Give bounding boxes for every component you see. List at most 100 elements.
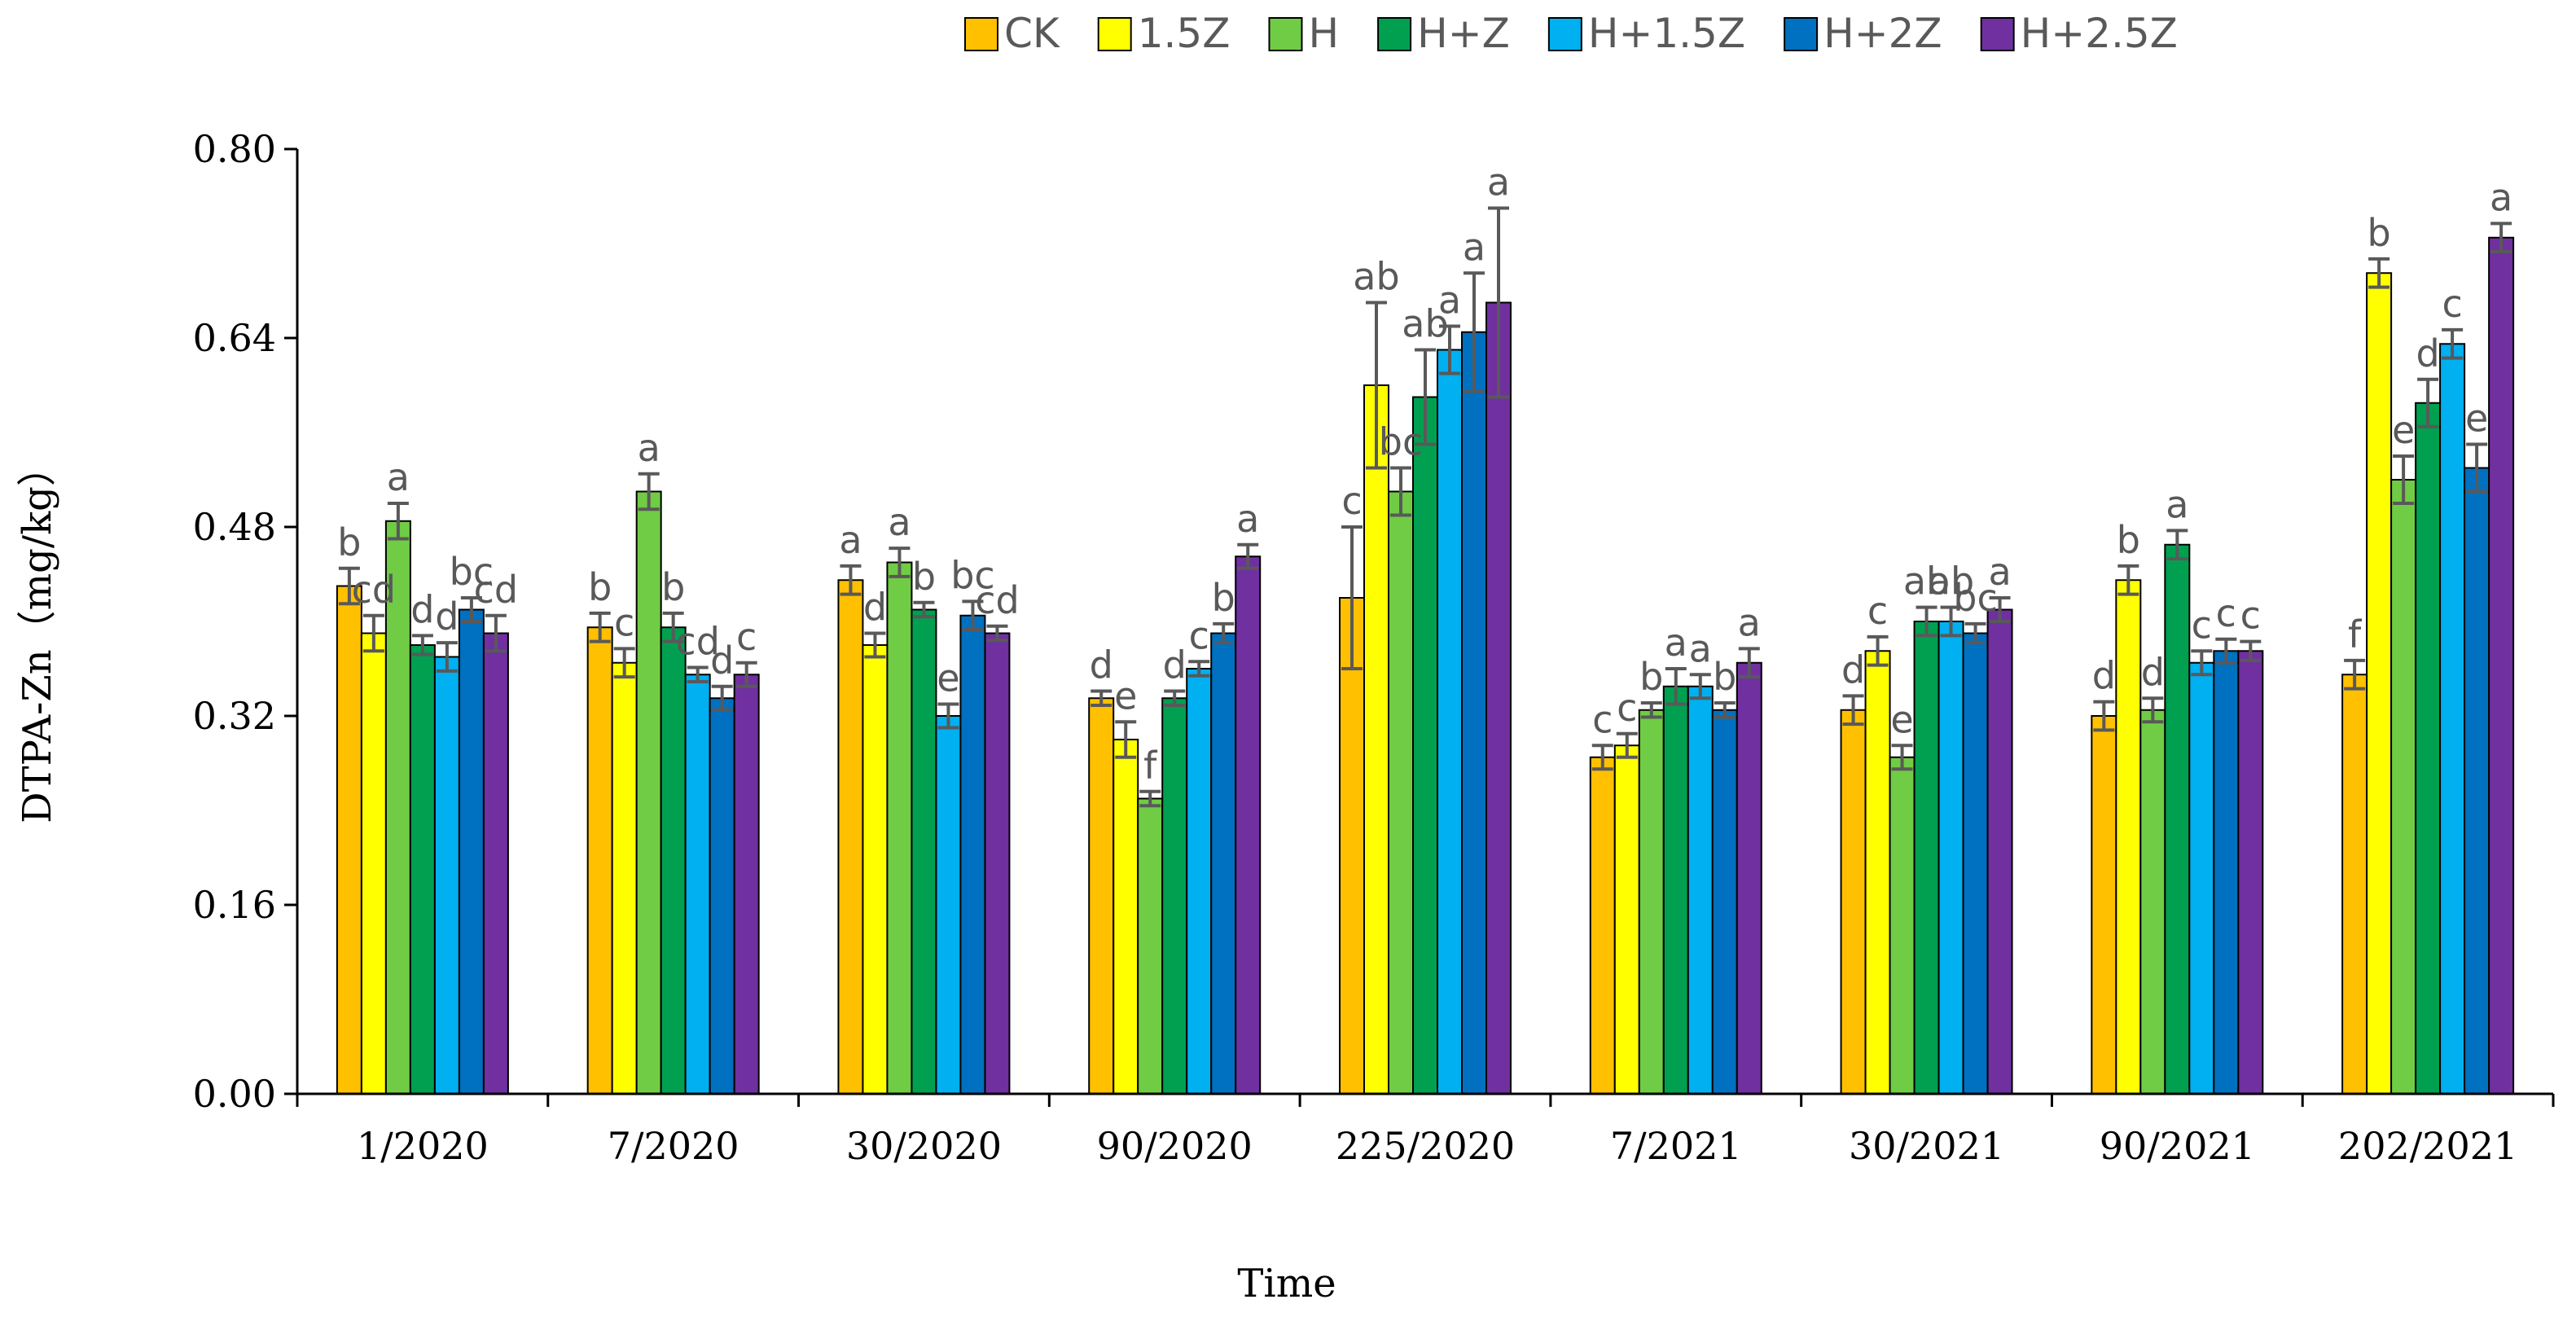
significance-label: d (435, 595, 459, 639)
bar-H25Z-4 (1485, 301, 1512, 1095)
error-bar (2191, 649, 2213, 677)
significance-label: a (2490, 175, 2512, 219)
error-bar (2142, 696, 2164, 724)
bar-15Z-5 (1613, 744, 1640, 1095)
error-bar (913, 600, 935, 619)
bar-H15Z-2 (935, 715, 962, 1095)
x-axis-title: Time (1237, 1261, 1336, 1306)
x-tick-label: 7/2020 (608, 1124, 739, 1168)
error-bar (2344, 658, 2366, 691)
error-bar (1940, 605, 1962, 638)
error-bar (2215, 637, 2237, 665)
significance-label: b (1212, 576, 1235, 620)
significance-label: e (2465, 397, 2488, 441)
error-bar (1464, 271, 1485, 393)
significance-label: b (1713, 655, 1736, 699)
significance-label: ab (1402, 302, 1448, 346)
significance-label: b (588, 565, 612, 609)
significance-label: b (661, 565, 685, 609)
x-tick-label: 1/2020 (357, 1124, 489, 1168)
bar-H2Z-3 (1210, 632, 1237, 1095)
bar-H-4 (1388, 490, 1414, 1095)
axes: 0.00 0.16 0.32 0.48 0.64 0.80 1/2020 7/2020 30/2… (193, 127, 2555, 1168)
error-bar (2240, 639, 2262, 662)
error-bar (1738, 647, 1760, 679)
significance-label: cd (675, 620, 720, 664)
bar-H-3 (1137, 797, 1164, 1095)
bar-H15Z-4 (1437, 349, 1463, 1095)
error-bar (1213, 621, 1235, 645)
bar-H25Z-2 (984, 632, 1011, 1095)
error-bar (735, 661, 757, 688)
error-bar (2466, 442, 2488, 494)
bar-HZ-4 (1412, 396, 1438, 1095)
bar-CK-7 (2091, 715, 2117, 1095)
significance-label: c (2192, 603, 2212, 647)
error-bar (387, 502, 409, 541)
significance-label: bc (450, 550, 494, 594)
bar-H2Z-1 (709, 697, 735, 1095)
y-tick-label: 0.80 (193, 127, 276, 171)
bar-H-6 (1889, 756, 1916, 1095)
error-bar (687, 665, 709, 683)
bar-H15Z-6 (1937, 621, 1964, 1095)
bar-H2Z-0 (458, 608, 485, 1095)
significance-label: a (387, 455, 410, 499)
error-bar (338, 566, 360, 606)
bar-H15Z-3 (1186, 668, 1213, 1095)
bar-H15Z-5 (1687, 685, 1714, 1095)
legend-label: H+2.5Z (2021, 10, 2178, 57)
bar-H2Z-6 (1962, 632, 1989, 1095)
error-bar (1640, 701, 1662, 719)
bar-15Z-7 (2115, 579, 2142, 1095)
error-bar (1591, 744, 1613, 771)
bar-CK-8 (2341, 674, 2368, 1095)
error-bar (436, 641, 458, 673)
significance-label: f (2348, 612, 2363, 656)
error-bar (362, 613, 384, 653)
significance-label: b (912, 555, 936, 599)
significance-label: a (1665, 621, 1687, 665)
significance-label: a (1438, 279, 1461, 323)
legend-swatch (964, 17, 998, 51)
bar-H2Z-5 (1711, 709, 1738, 1095)
error-bar (1415, 348, 1436, 446)
legend-item-HZ: H+Z (1377, 10, 1510, 57)
error-bar (1139, 789, 1161, 808)
bar-H-1 (635, 490, 662, 1095)
significance-label: d (1841, 648, 1865, 691)
bar-H15Z-7 (2188, 661, 2215, 1095)
significance-label: d (1090, 643, 1113, 687)
error-bar (1439, 324, 1460, 375)
bar-H25Z-5 (1736, 661, 1762, 1095)
error-bar (1616, 731, 1638, 759)
bar-H-5 (1638, 709, 1665, 1095)
bar-15Z-2 (862, 644, 889, 1095)
y-tick-label: 0.16 (193, 883, 276, 927)
error-bar (2368, 257, 2390, 289)
significance-label: b (2117, 518, 2140, 562)
bar-HZ-6 (1913, 621, 1940, 1095)
bar-H2Z-7 (2213, 650, 2240, 1095)
error-bar (711, 684, 733, 712)
legend-label: H (1308, 10, 1339, 57)
legend-swatch (1268, 17, 1303, 51)
error-bar (1964, 621, 1986, 645)
significance-label: c (1592, 697, 1613, 741)
error-bar (1091, 689, 1112, 707)
legend-label: H+1.5Z (1588, 10, 1745, 57)
error-bar (2166, 529, 2188, 561)
significance-label: c (1189, 613, 1209, 657)
significance-label: c (2216, 591, 2236, 635)
y-tick-label: 0.64 (193, 316, 276, 360)
error-bar (2490, 222, 2512, 254)
error-bar (889, 547, 911, 578)
error-bar (1891, 744, 1913, 771)
legend-item-H2Z: H+2Z (1784, 10, 1942, 57)
error-bar (864, 631, 886, 659)
error-bar (1867, 634, 1889, 667)
significance-label: d (710, 639, 734, 683)
bar-H25Z-7 (2237, 650, 2264, 1095)
